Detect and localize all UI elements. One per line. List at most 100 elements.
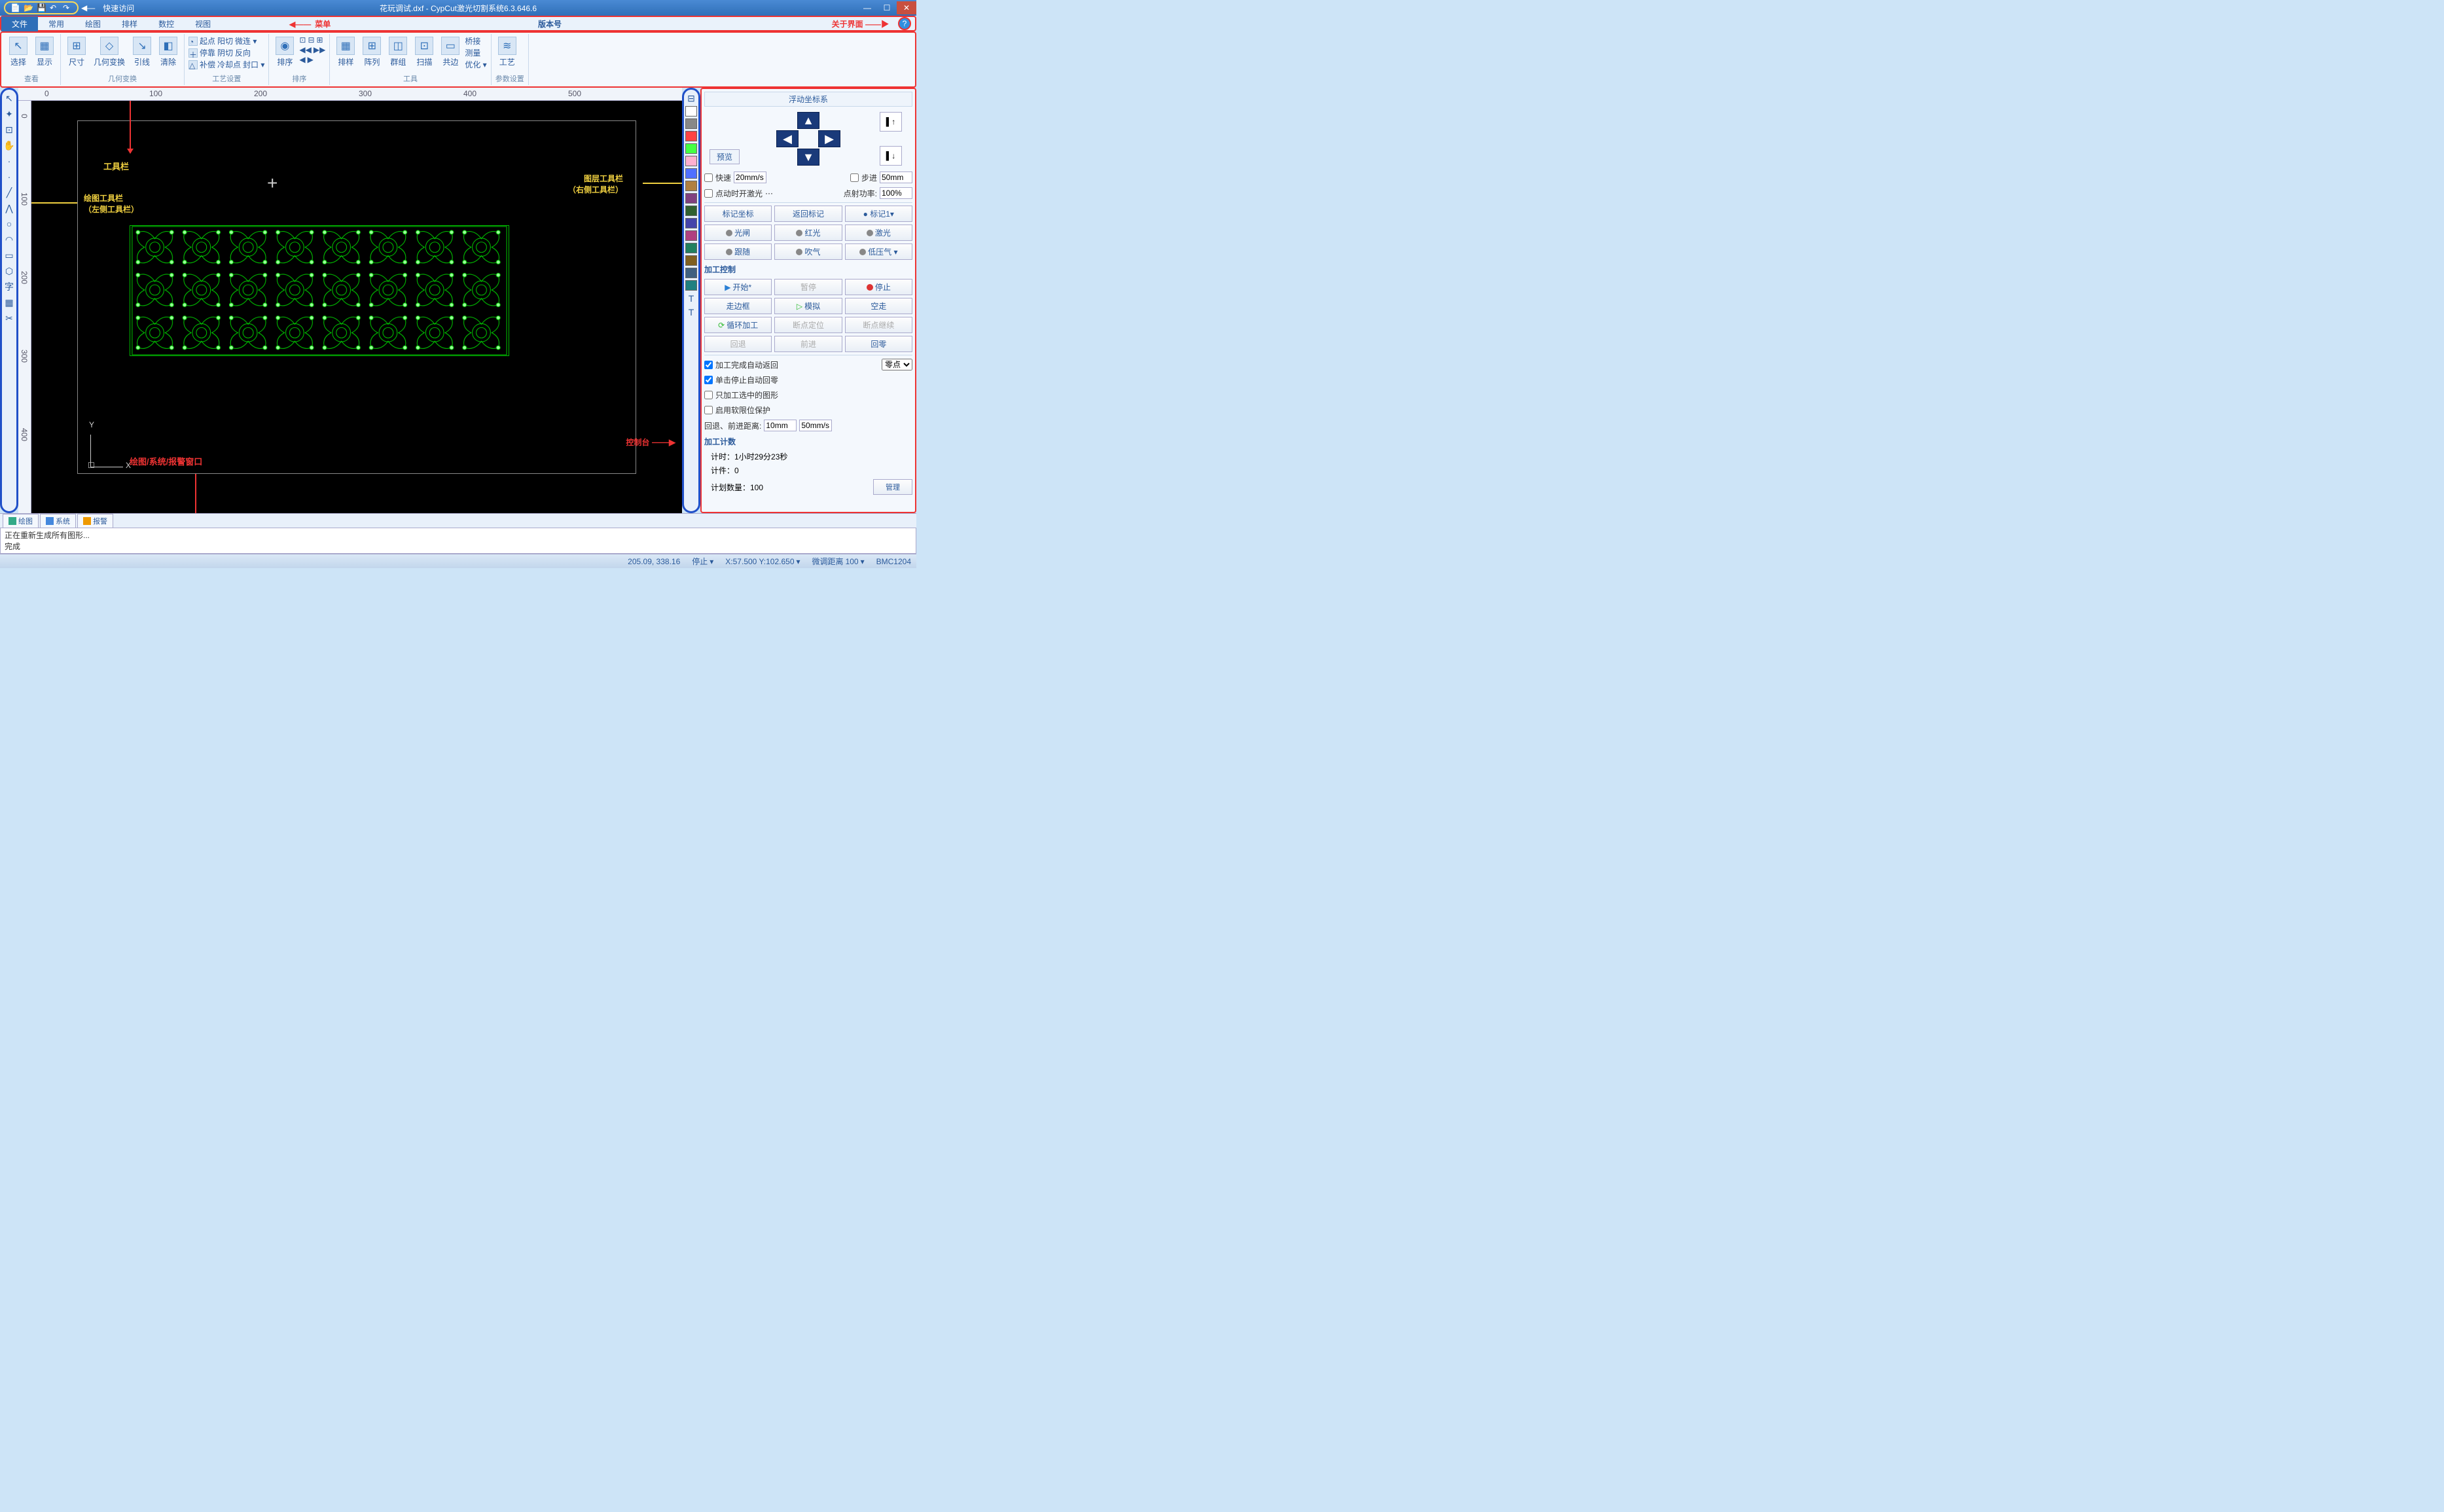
ribbon-small-row[interactable]: 测量 [465, 47, 486, 58]
ribbon-btn[interactable]: ⊡扫描 [412, 35, 436, 69]
retreat-dist-input[interactable] [764, 420, 797, 431]
pan-tool[interactable]: ✋ [3, 139, 15, 151]
ribbon-btn[interactable]: ↖选择 [7, 35, 30, 69]
soft-limit-check[interactable] [704, 406, 713, 414]
cp-button[interactable]: 标记坐标 [704, 206, 772, 222]
layer-color[interactable] [685, 131, 697, 141]
text-tool[interactable]: 字 [3, 281, 15, 293]
layer-color[interactable] [685, 218, 697, 228]
layer-color[interactable] [685, 280, 697, 291]
ribbon-btn[interactable]: ⊞阵列 [360, 35, 384, 69]
undo-icon[interactable]: ↶ [50, 3, 59, 12]
new-icon[interactable]: 📄 [10, 3, 20, 12]
layer-color[interactable] [685, 181, 697, 191]
order-tool[interactable]: ⊡ [3, 124, 15, 135]
layer-color[interactable] [685, 156, 697, 166]
layer-color[interactable] [685, 230, 697, 241]
preview-button[interactable]: 预览 [710, 149, 740, 164]
menu-tab-2[interactable]: 绘图 [75, 16, 111, 31]
step-dist-input[interactable] [880, 171, 912, 183]
selected-only-check[interactable] [704, 391, 713, 399]
cp-button[interactable]: 返回标记 [774, 206, 842, 222]
menu-tab-0[interactable]: 文件 [1, 16, 38, 31]
layer-color[interactable] [685, 118, 697, 129]
cp-button[interactable]: 光闸 [704, 225, 772, 241]
line-tool[interactable]: ╱ [3, 187, 15, 198]
circle-tool[interactable]: ○ [3, 218, 15, 230]
layer-text-icon[interactable]: T [685, 306, 697, 318]
ribbon-btn[interactable]: ◫群组 [386, 35, 410, 69]
ribbon-btn[interactable]: ▭共边 [439, 35, 462, 69]
point-tool[interactable]: · [3, 171, 15, 183]
auto-return-check[interactable] [704, 361, 713, 369]
step-check[interactable] [850, 173, 859, 182]
menu-tab-5[interactable]: 视图 [185, 16, 221, 31]
ribbon-btn[interactable]: ≋工艺 [495, 35, 519, 69]
ribbon-btn[interactable]: ◇几何变换 [91, 35, 128, 69]
cp-button[interactable]: 停止 [845, 279, 912, 295]
cp-button[interactable]: ▷模拟 [774, 298, 842, 314]
cp-button[interactable]: 跟随 [704, 243, 772, 260]
minimize-button[interactable]: — [857, 1, 877, 14]
jog-left[interactable]: ◀ [776, 130, 799, 147]
cp-button[interactable]: 吹气 [774, 243, 842, 260]
save-icon[interactable]: 💾 [37, 3, 46, 12]
ribbon-small-row[interactable]: ⊡ ⊟ ⊞ [299, 35, 325, 45]
ribbon-btn[interactable]: ◧清除 [156, 35, 180, 69]
ribbon-small-row[interactable]: 桥接 [465, 35, 486, 46]
ribbon-btn[interactable]: ▦排样 [334, 35, 357, 69]
fast-speed-input[interactable] [734, 171, 766, 183]
arc-tool[interactable]: ◠ [3, 234, 15, 245]
ribbon-small-row[interactable]: ◀◀ ▶▶ [299, 45, 325, 54]
layer-color[interactable] [685, 206, 697, 216]
cp-button[interactable]: ● 标记1▾ [845, 206, 912, 222]
maximize-button[interactable]: ☐ [877, 1, 897, 14]
menu-tab-3[interactable]: 排样 [111, 16, 148, 31]
power-input[interactable] [880, 187, 912, 199]
return-point-select[interactable]: 零点 [882, 359, 912, 370]
measure-tool[interactable]: ✂ [3, 312, 15, 324]
layer-color[interactable] [685, 143, 697, 154]
polyline-tool[interactable]: ⋀ [3, 202, 15, 214]
jog-down[interactable]: ▼ [797, 149, 819, 166]
gallery-tool[interactable]: ▦ [3, 297, 15, 308]
node-tool[interactable]: ✦ [3, 108, 15, 120]
retreat-speed-input[interactable] [799, 420, 832, 431]
layer-header-icon[interactable]: ⊟ [685, 92, 697, 104]
jog-right[interactable]: ▶ [818, 130, 840, 147]
help-button[interactable]: ? [898, 17, 911, 30]
ribbon-btn[interactable]: ◉排序 [273, 35, 297, 69]
fast-check[interactable] [704, 173, 713, 182]
ribbon-small-row[interactable]: ◀ ▶ [299, 55, 325, 64]
open-icon[interactable]: 📂 [24, 3, 33, 12]
ribbon-btn[interactable]: ⊞尺寸 [65, 35, 88, 69]
cp-button[interactable]: 低压气 ▾ [845, 243, 912, 260]
select-tool[interactable]: ↖ [3, 92, 15, 104]
rect-tool[interactable]: ▭ [3, 249, 15, 261]
ribbon-btn[interactable]: ▦显示 [33, 35, 56, 69]
polygon-tool[interactable]: ⬡ [3, 265, 15, 277]
redo-icon[interactable]: ↷ [63, 3, 72, 12]
drawing-canvas[interactable]: + [31, 101, 682, 513]
ribbon-small-row[interactable]: 优化 ▾ [465, 59, 486, 70]
cp-button[interactable]: ⟳循环加工 [704, 317, 772, 333]
stop-zero-check[interactable] [704, 376, 713, 384]
layer-color[interactable] [685, 255, 697, 266]
menu-tab-4[interactable]: 数控 [148, 16, 185, 31]
layer-color[interactable] [685, 168, 697, 179]
bottom-tab[interactable]: 报警 [77, 514, 113, 528]
z-down-button[interactable]: ▌↓ [880, 146, 902, 166]
layer-color[interactable] [685, 268, 697, 278]
cp-button[interactable]: 回零 [845, 336, 912, 352]
menu-tab-1[interactable]: 常用 [38, 16, 75, 31]
ribbon-small-row[interactable]: △补偿 冷却点 封口 ▾ [189, 59, 264, 70]
layer-color[interactable] [685, 193, 697, 204]
cp-button[interactable]: 空走 [845, 298, 912, 314]
coord-system-select[interactable]: 浮动坐标系 [704, 92, 912, 107]
laser-on-check[interactable] [704, 189, 713, 198]
ribbon-small-row[interactable]: ◔起点 阳切 微连 ▾ [189, 35, 264, 46]
layer-color[interactable] [685, 243, 697, 253]
z-up-button[interactable]: ▌↑ [880, 112, 902, 132]
bottom-tab[interactable]: 系统 [40, 514, 76, 528]
close-button[interactable]: ✕ [897, 1, 916, 14]
